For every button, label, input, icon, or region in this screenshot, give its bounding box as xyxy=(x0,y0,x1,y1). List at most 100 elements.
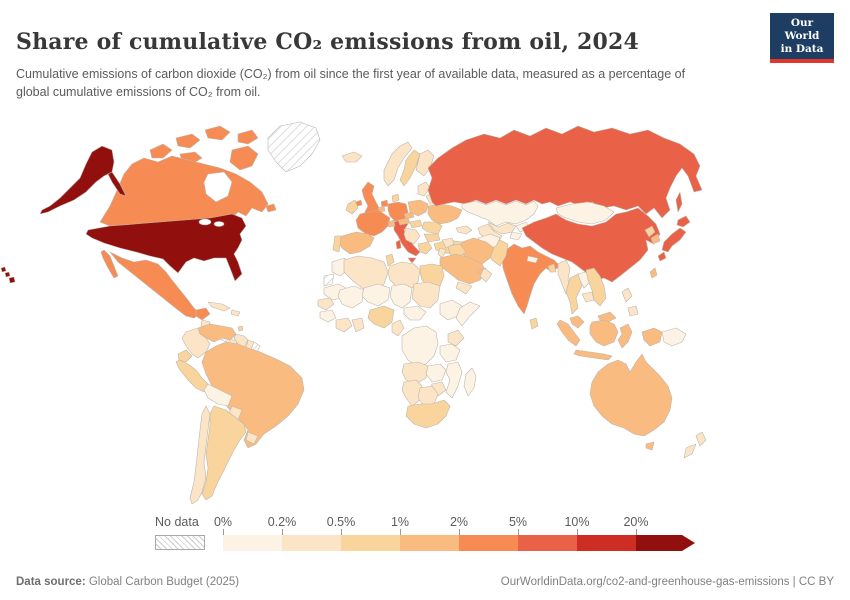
country-greece[interactable] xyxy=(417,241,433,255)
country-netherlands[interactable] xyxy=(380,199,389,208)
legend-segment-10%[interactable] xyxy=(577,535,636,551)
legend-no-data-swatch[interactable] xyxy=(155,535,205,550)
owid-url-link[interactable]: OurWorldinData.org/co2-and-greenhouse-ga… xyxy=(500,576,834,588)
country-saudi-arabia[interactable] xyxy=(439,253,487,285)
country-syria[interactable] xyxy=(441,237,455,249)
country-somalia[interactable] xyxy=(455,301,481,327)
country-japan-kyushu[interactable] xyxy=(657,251,667,262)
country-namibia[interactable] xyxy=(401,379,423,407)
country-indonesia-papua[interactable] xyxy=(641,327,663,347)
country-cameroon[interactable] xyxy=(391,319,405,337)
country-sri-lanka[interactable] xyxy=(529,317,539,330)
country-taiwan[interactable] xyxy=(649,267,658,279)
country-indonesia-sulawesi[interactable] xyxy=(617,323,633,349)
country-new-zealand-south[interactable] xyxy=(683,443,697,459)
country-north-korea[interactable] xyxy=(644,225,656,238)
country-kenya[interactable] xyxy=(447,329,465,347)
country-angola[interactable] xyxy=(401,361,429,385)
country-canada-arctic-4[interactable] xyxy=(237,129,259,145)
legend-segment-5%[interactable] xyxy=(518,535,577,551)
country-japan-hokkaido[interactable] xyxy=(676,215,691,228)
country-vietnam[interactable] xyxy=(585,267,607,307)
country-france[interactable] xyxy=(355,209,391,237)
country-spain[interactable] xyxy=(337,231,375,255)
country-bolivia[interactable] xyxy=(203,383,233,407)
country-indonesia-java[interactable] xyxy=(573,349,613,361)
legend-segment-0.2%[interactable] xyxy=(282,535,341,551)
country-cuba[interactable] xyxy=(207,301,231,312)
country-mozambique[interactable] xyxy=(445,361,463,399)
country-canada-arctic-3[interactable] xyxy=(204,125,231,141)
country-uzbekistan[interactable] xyxy=(487,221,517,235)
country-new-zealand-north[interactable] xyxy=(695,431,707,447)
country-nigeria[interactable] xyxy=(367,305,395,329)
country-austria[interactable] xyxy=(397,217,411,226)
country-switzerland[interactable] xyxy=(387,219,396,228)
country-greenland[interactable] xyxy=(267,121,321,173)
country-bulgaria[interactable] xyxy=(423,233,441,243)
country-ecuador[interactable] xyxy=(177,349,193,363)
country-balkans[interactable] xyxy=(403,227,421,245)
country-chile[interactable] xyxy=(189,405,211,505)
legend-segment-0.5%[interactable] xyxy=(341,535,400,551)
country-iraq[interactable] xyxy=(447,243,467,259)
country-usa-alaska-tail[interactable] xyxy=(107,171,127,197)
country-uruguay[interactable] xyxy=(245,431,259,445)
country-indonesia-sumatra[interactable] xyxy=(556,319,581,347)
country-usa-hawaii-3[interactable] xyxy=(8,276,16,284)
country-portugal[interactable] xyxy=(332,235,342,253)
country-tunisia[interactable] xyxy=(385,253,395,267)
country-hispaniola[interactable] xyxy=(230,309,241,317)
country-dr-congo[interactable] xyxy=(401,325,439,367)
country-ukraine[interactable] xyxy=(427,203,463,225)
country-south-africa[interactable] xyxy=(405,399,451,429)
country-papua-new-guinea[interactable] xyxy=(661,327,687,347)
country-russia-sakhalin[interactable] xyxy=(675,191,683,213)
country-indonesia-kalimantan[interactable] xyxy=(589,319,619,347)
country-cote-divoire[interactable] xyxy=(335,317,353,333)
country-japan-honshu[interactable] xyxy=(661,227,687,253)
country-sudan[interactable] xyxy=(411,281,441,309)
country-russia[interactable] xyxy=(427,125,703,219)
country-australia-tasmania[interactable] xyxy=(645,441,655,451)
country-south-korea[interactable] xyxy=(650,233,661,245)
country-ireland[interactable] xyxy=(345,199,359,215)
country-guinea[interactable] xyxy=(319,309,337,323)
country-usa-hawaii-1[interactable] xyxy=(0,266,7,273)
country-mongolia[interactable] xyxy=(555,201,615,225)
country-denmark[interactable] xyxy=(391,193,400,203)
country-senegal[interactable] xyxy=(317,297,335,311)
country-tajikistan[interactable] xyxy=(509,231,523,241)
country-romania[interactable] xyxy=(421,221,443,235)
country-baltics[interactable] xyxy=(417,181,431,197)
country-poland[interactable] xyxy=(407,199,429,217)
country-trinidad[interactable] xyxy=(237,325,244,332)
country-philippines-luzon[interactable] xyxy=(621,287,633,303)
country-chad[interactable] xyxy=(389,283,413,309)
country-canada-arctic-1[interactable] xyxy=(149,143,173,159)
country-ghana[interactable] xyxy=(351,317,365,333)
country-india[interactable] xyxy=(501,243,561,315)
country-iceland[interactable] xyxy=(341,151,363,163)
country-algeria[interactable] xyxy=(343,255,389,293)
country-italy-sardinia[interactable] xyxy=(395,239,402,250)
country-western-sahara[interactable] xyxy=(323,273,335,287)
country-usa[interactable] xyxy=(85,213,247,282)
country-central-african-republic[interactable] xyxy=(403,305,427,321)
country-madagascar[interactable] xyxy=(463,367,477,397)
country-malaysia-borneo[interactable] xyxy=(597,311,617,323)
country-mexico-yucatan[interactable] xyxy=(195,307,211,321)
country-czechia[interactable] xyxy=(403,211,415,220)
country-tanzania[interactable] xyxy=(439,343,461,363)
country-zambia[interactable] xyxy=(425,363,447,383)
country-peru[interactable] xyxy=(175,359,209,393)
legend-segment-0%[interactable] xyxy=(223,535,282,551)
country-canada-arctic-2[interactable] xyxy=(175,133,201,149)
country-sweden[interactable] xyxy=(399,149,421,187)
country-finland[interactable] xyxy=(415,149,435,177)
legend-segment-1%[interactable] xyxy=(400,535,459,551)
country-kazakhstan[interactable] xyxy=(461,200,539,227)
country-oman[interactable] xyxy=(479,267,493,283)
country-canada-baffin[interactable] xyxy=(229,145,259,171)
country-italy-sicily[interactable] xyxy=(407,257,417,264)
